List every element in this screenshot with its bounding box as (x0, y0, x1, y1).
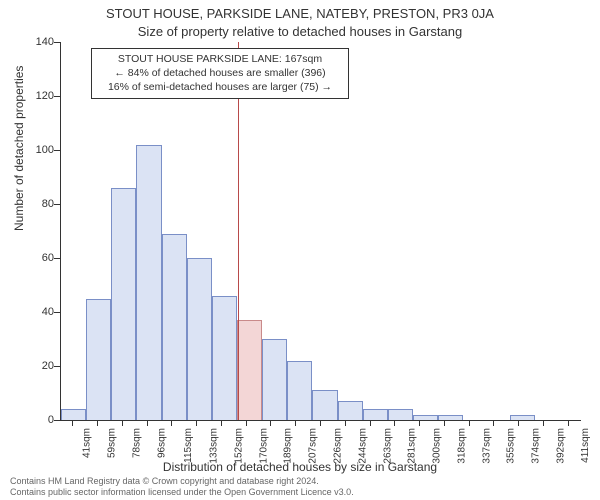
x-tick-label: 244sqm (357, 428, 368, 464)
bar (61, 409, 86, 420)
bar (262, 339, 287, 420)
reference-line (238, 42, 239, 420)
y-tick-label: 80 (24, 198, 54, 210)
x-tick-label: 189sqm (283, 428, 294, 464)
y-tick-label: 40 (24, 306, 54, 318)
bar (162, 234, 187, 420)
x-tick (122, 420, 123, 426)
x-tick-label: 355sqm (506, 428, 517, 464)
bar (212, 296, 237, 420)
y-tick-label: 20 (24, 360, 54, 372)
x-tick (72, 420, 73, 426)
annotation-box: STOUT HOUSE PARKSIDE LANE: 167sqm ← 84% … (91, 48, 349, 99)
bar (338, 401, 363, 420)
footer-line-2: Contains public sector information licen… (10, 487, 354, 498)
chart-title-sub: Size of property relative to detached ho… (0, 24, 600, 39)
x-tick (196, 420, 197, 426)
bar (111, 188, 136, 420)
x-tick-label: 281sqm (407, 428, 418, 464)
plot-area: STOUT HOUSE PARKSIDE LANE: 167sqm ← 84% … (60, 42, 581, 421)
x-tick-label: 263sqm (382, 428, 393, 464)
x-tick-label: 392sqm (555, 428, 566, 464)
x-tick (370, 420, 371, 426)
bar (287, 361, 312, 420)
x-tick-label: 318sqm (456, 428, 467, 464)
annotation-line-3: 16% of semi-detached houses are larger (… (98, 80, 342, 94)
histogram-bars (61, 42, 581, 420)
y-tick-label: 0 (24, 414, 54, 426)
x-tick (345, 420, 346, 426)
x-tick (394, 420, 395, 426)
x-tick-label: 170sqm (258, 428, 269, 464)
chart-container: STOUT HOUSE, PARKSIDE LANE, NATEBY, PRES… (0, 0, 600, 500)
x-tick (518, 420, 519, 426)
x-tick-label: 337sqm (481, 428, 492, 464)
x-tick (543, 420, 544, 426)
x-tick (147, 420, 148, 426)
x-tick-label: 300sqm (431, 428, 442, 464)
footer-line-1: Contains HM Land Registry data © Crown c… (10, 476, 354, 487)
annotation-line-2: ← 84% of detached houses are smaller (39… (98, 66, 342, 80)
x-tick-label: 207sqm (308, 428, 319, 464)
x-tick-label: 59sqm (107, 428, 118, 458)
x-tick (171, 420, 172, 426)
bar (187, 258, 212, 420)
annotation-line-1: STOUT HOUSE PARKSIDE LANE: 167sqm (98, 52, 342, 66)
x-tick (320, 420, 321, 426)
bar (363, 409, 388, 420)
x-tick (493, 420, 494, 426)
x-tick (419, 420, 420, 426)
x-tick (444, 420, 445, 426)
x-axis-title: Distribution of detached houses by size … (0, 460, 600, 474)
y-tick-label: 120 (24, 90, 54, 102)
bar (136, 145, 161, 420)
x-tick-label: 152sqm (233, 428, 244, 464)
x-tick-label: 115sqm (183, 428, 194, 463)
x-tick (295, 420, 296, 426)
x-tick-label: 411sqm (580, 428, 591, 463)
bar (312, 390, 337, 420)
y-tick-label: 140 (24, 36, 54, 48)
x-tick-label: 133sqm (208, 428, 219, 464)
x-tick (270, 420, 271, 426)
x-tick-label: 41sqm (82, 428, 93, 458)
bar (388, 409, 413, 420)
x-tick (97, 420, 98, 426)
y-tick-label: 60 (24, 252, 54, 264)
y-tick-label: 100 (24, 144, 54, 156)
x-tick (469, 420, 470, 426)
chart-title-main: STOUT HOUSE, PARKSIDE LANE, NATEBY, PRES… (0, 6, 600, 21)
x-ticks-group: 41sqm59sqm78sqm96sqm115sqm133sqm152sqm17… (60, 420, 580, 460)
footer-attribution: Contains HM Land Registry data © Crown c… (10, 476, 354, 498)
x-tick (568, 420, 569, 426)
x-tick (221, 420, 222, 426)
bar (237, 320, 262, 420)
x-tick (246, 420, 247, 426)
x-tick-label: 96sqm (156, 428, 167, 458)
bar (86, 299, 111, 421)
x-tick-label: 374sqm (530, 428, 541, 464)
x-tick-label: 78sqm (131, 428, 142, 458)
x-tick-label: 226sqm (332, 428, 343, 464)
